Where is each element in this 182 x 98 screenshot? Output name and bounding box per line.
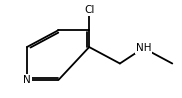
Text: Cl: Cl — [84, 5, 94, 15]
Text: N: N — [23, 75, 31, 85]
Text: NH: NH — [136, 43, 151, 53]
